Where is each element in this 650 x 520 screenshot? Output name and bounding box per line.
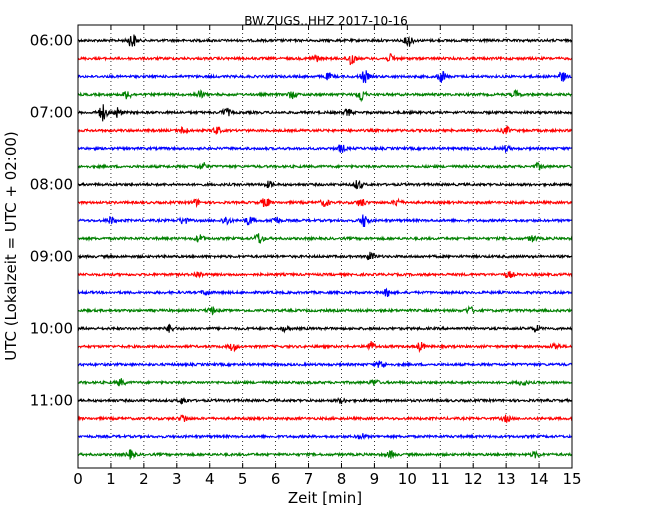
x-tick-label: 2	[139, 470, 149, 488]
x-tick-label: 3	[172, 470, 182, 488]
trace-1015	[77, 341, 573, 354]
trace-0800	[77, 179, 573, 190]
trace-0915	[77, 270, 573, 279]
x-tick-label: 14	[530, 470, 549, 488]
trace-0745	[77, 161, 573, 171]
trace-0815	[77, 197, 573, 209]
y-tick-label: 09:00	[30, 248, 73, 266]
x-tick-label: 10	[398, 470, 417, 488]
trace-0700	[77, 104, 573, 122]
x-tick-label: 8	[337, 470, 347, 488]
y-tick-label: 07:00	[30, 104, 73, 122]
trace-0715	[77, 125, 573, 135]
y-tick-label: 11:00	[30, 392, 73, 410]
trace-0730	[77, 143, 573, 154]
x-tick-label: 5	[238, 470, 248, 488]
y-axis-label: UTC (Lokalzeit = UTC + 02:00)	[2, 131, 20, 361]
x-axis-label: Zeit [min]	[288, 489, 362, 507]
x-axis-ticks: 0 1 2 3 4 5 6 7 8 9 10 11 12 13 14 15	[73, 25, 582, 488]
x-tick-label: 11	[431, 470, 450, 488]
x-tick-label: 15	[562, 470, 581, 488]
x-tick-label: 12	[464, 470, 483, 488]
y-tick-label: 10:00	[30, 320, 73, 338]
trace-0645	[77, 88, 573, 103]
trace-0945	[77, 305, 573, 316]
x-tick-label: 1	[106, 470, 116, 488]
trace-0900	[77, 251, 573, 261]
x-tick-label: 9	[370, 470, 380, 488]
traces-group	[77, 34, 573, 460]
trace-0615	[77, 53, 573, 66]
trace-1130	[77, 433, 573, 440]
plot-frame	[77, 24, 573, 469]
y-axis-ticks: 06:00 07:00 08:00 09:00 10:00 11:00	[30, 32, 572, 410]
trace-0930	[77, 287, 573, 297]
x-tick-label: 4	[205, 470, 215, 488]
trace-1030	[77, 360, 573, 368]
trace-1145	[77, 449, 573, 460]
trace-0600	[77, 34, 573, 48]
trace-0845	[77, 233, 573, 244]
x-tick-label: 0	[73, 470, 83, 488]
trace-0830	[77, 214, 573, 228]
x-tick-label: 6	[271, 470, 281, 488]
trace-1000	[77, 323, 573, 334]
x-tick-label: 13	[497, 470, 516, 488]
trace-0630	[77, 70, 573, 84]
y-tick-label: 08:00	[30, 176, 73, 194]
x-tick-label: 7	[304, 470, 314, 488]
chart-title: BW.ZUGS..HHZ 2017-10-16	[244, 14, 407, 28]
trace-1100	[77, 396, 573, 405]
y-tick-label: 06:00	[30, 32, 73, 50]
trace-1115	[77, 414, 573, 424]
trace-1045	[77, 378, 573, 387]
